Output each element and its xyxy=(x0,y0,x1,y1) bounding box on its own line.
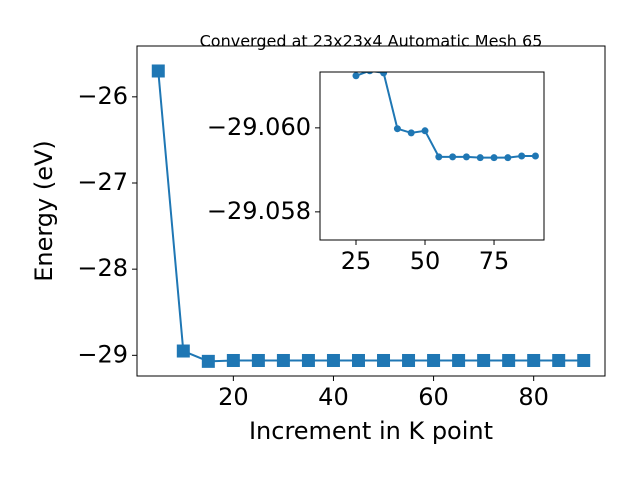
marker xyxy=(351,353,365,367)
x-tick-label: 40 xyxy=(318,383,349,411)
plot-clip xyxy=(151,64,591,368)
marker xyxy=(151,64,165,78)
marker xyxy=(421,127,429,135)
marker xyxy=(476,154,484,162)
marker xyxy=(226,353,240,367)
marker xyxy=(462,153,470,161)
marker xyxy=(301,353,315,367)
marker xyxy=(402,353,416,367)
x-tick-label: 20 xyxy=(218,383,249,411)
marker xyxy=(552,353,566,367)
marker xyxy=(380,72,388,77)
marker xyxy=(251,353,265,367)
marker xyxy=(366,72,374,75)
y-tick-label: −29.058 xyxy=(207,197,311,225)
y-tick-label: −29.060 xyxy=(207,113,311,141)
marker xyxy=(201,354,215,368)
marker xyxy=(449,153,457,161)
y-tick-label: −26 xyxy=(77,82,128,110)
marker xyxy=(504,154,512,162)
x-tick-label: 60 xyxy=(418,383,449,411)
marker xyxy=(435,153,443,161)
y-axis-label: Energy (eV) xyxy=(30,140,58,282)
y-tick-label: −29 xyxy=(77,340,128,368)
x-axis-label: Increment in K point xyxy=(249,417,493,445)
plot-clip xyxy=(352,72,539,162)
marker xyxy=(407,129,415,137)
marker xyxy=(176,344,190,358)
marker xyxy=(377,353,391,367)
marker xyxy=(531,152,539,160)
marker xyxy=(577,353,591,367)
marker xyxy=(276,353,290,367)
plot-frame xyxy=(136,45,606,377)
marker xyxy=(352,72,360,80)
marker xyxy=(502,353,516,367)
x-tick-label: 75 xyxy=(479,247,510,275)
marker xyxy=(427,353,441,367)
marker xyxy=(477,353,491,367)
marker xyxy=(527,353,541,367)
x-tick-label: 80 xyxy=(518,383,549,411)
marker xyxy=(490,154,498,162)
x-tick-label: 50 xyxy=(410,247,441,275)
y-tick-label: −27 xyxy=(77,168,128,196)
marker xyxy=(452,353,466,367)
marker xyxy=(518,152,526,160)
plot-frame xyxy=(319,71,545,241)
x-tick-label: 25 xyxy=(341,247,372,275)
marker xyxy=(326,353,340,367)
marker xyxy=(393,125,401,133)
chart-title: Converged at 23x23x4 Automatic Mesh 65 xyxy=(200,32,543,51)
y-tick-label: −28 xyxy=(77,254,128,282)
